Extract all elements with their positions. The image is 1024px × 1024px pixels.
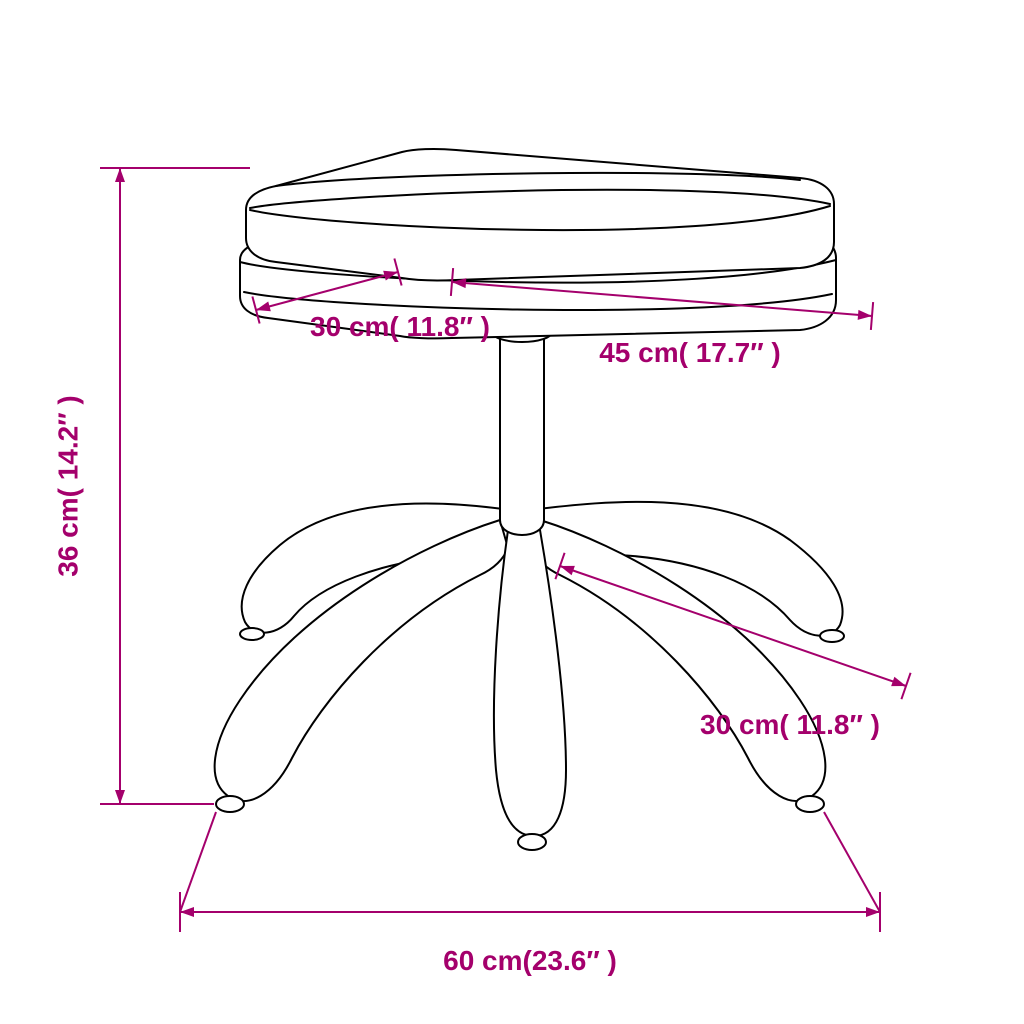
- dim-base-width: [180, 892, 880, 932]
- dim-base-width-label: 60 cm(23.6″ ): [443, 945, 617, 976]
- dim-seat-depth-label: 30 cm( 11.8″ ): [310, 311, 490, 342]
- dim-leg-reach-label: 30 cm( 11.8″ ): [700, 709, 880, 740]
- stool-drawing: [215, 149, 844, 850]
- dim-seat-width-label: 45 cm( 17.7″ ): [599, 337, 781, 368]
- dim-height: [100, 168, 140, 804]
- dim-height-label: 36 cm( 14.2″ ): [52, 395, 83, 577]
